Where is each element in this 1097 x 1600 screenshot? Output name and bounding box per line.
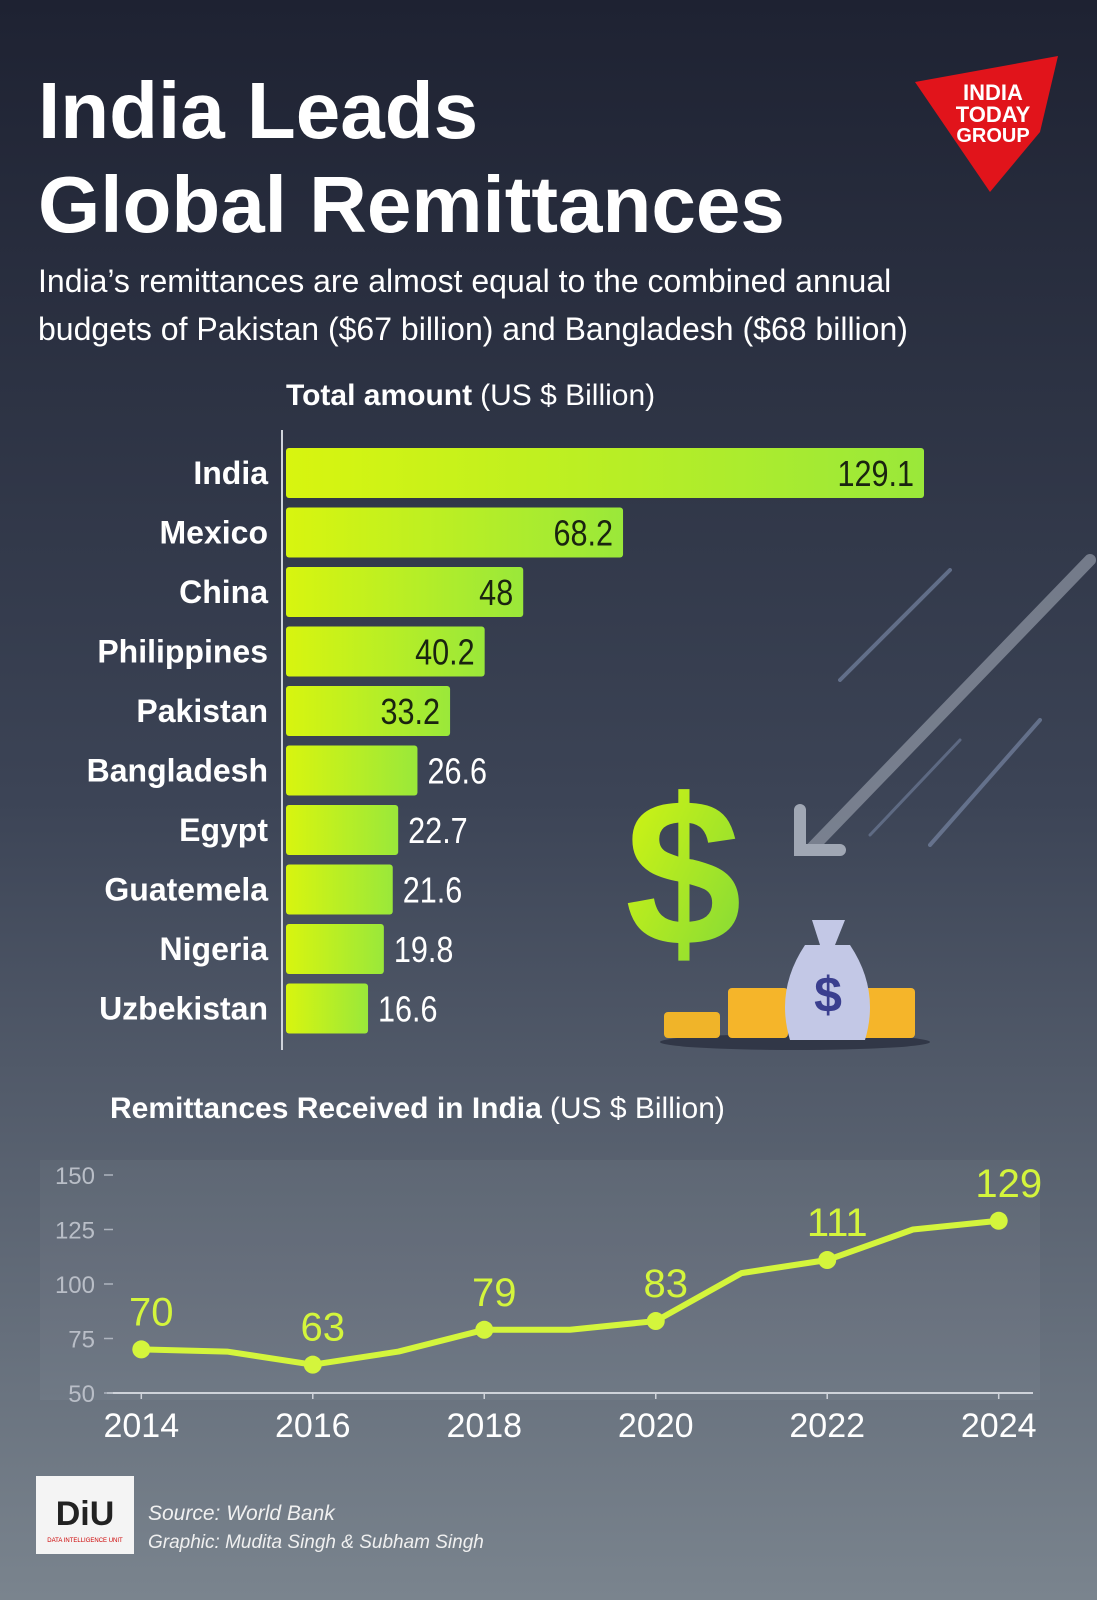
arrow-head: [794, 804, 846, 856]
data-label: 70: [129, 1290, 174, 1334]
data-label: 83: [643, 1262, 688, 1306]
illustration: $ $: [625, 554, 1096, 1050]
bar: [286, 864, 393, 915]
value-label: 68.2: [554, 514, 614, 554]
value-label: 19.8: [394, 931, 454, 971]
subtitle: budgets of Pakistan ($67 billion) and Ba…: [38, 311, 908, 347]
bar: [286, 626, 485, 677]
bar: [286, 805, 399, 855]
y-tick-label: 50: [68, 1381, 95, 1408]
badge-text: DiU: [56, 1495, 115, 1533]
value-label: 129.1: [837, 455, 914, 495]
data-label: 129: [975, 1162, 1042, 1206]
chart-title-main: Total amount: [286, 379, 472, 412]
data-label: 79: [472, 1271, 517, 1315]
category-label: Philippines: [97, 634, 268, 670]
x-tick-label: 2020: [618, 1407, 694, 1445]
bar: [286, 686, 451, 736]
point: [646, 1312, 665, 1331]
y-tick-label: 100: [55, 1272, 95, 1299]
chart-title-main: Remittances Received in India: [110, 1092, 542, 1125]
bar: [286, 448, 924, 498]
bar: [286, 567, 524, 617]
value-label: 16.6: [378, 990, 438, 1030]
point: [132, 1340, 151, 1359]
badge-caption: DATA INTELLIGENCE UNIT: [47, 1538, 123, 1544]
credit: Graphic: Mudita Singh & Subham Singh: [148, 1532, 484, 1553]
bar: [286, 507, 624, 558]
money-bag-neck: [812, 920, 845, 945]
money-bag: [785, 945, 870, 1040]
subtitle: India’s remittances are almost equal to …: [38, 263, 891, 299]
title: Global Remittances: [38, 160, 785, 249]
source: Source: World Bank: [148, 1502, 336, 1525]
category-label: Bangladesh: [87, 753, 268, 789]
value-label: 22.7: [408, 812, 468, 852]
value-label: 33.2: [381, 693, 441, 733]
y-tick-label: 150: [55, 1163, 95, 1190]
arrow: [804, 554, 1096, 856]
x-tick-label: 2014: [103, 1407, 179, 1445]
bar: [286, 983, 369, 1034]
arrow: [838, 568, 952, 682]
point: [303, 1355, 322, 1374]
badge: [36, 1476, 134, 1554]
footer: DiU DATA INTELLIGENCE UNIT Source: World…: [36, 1476, 484, 1554]
dollar-icon: $: [625, 755, 742, 990]
logo-shape: [915, 56, 1058, 192]
category-label: Guatemela: [104, 872, 268, 908]
plot-backdrop: [40, 1160, 1040, 1400]
bag-symbol: $: [814, 967, 842, 1023]
chart-title-unit: (US $ Billion): [480, 379, 655, 412]
value-label: 48: [479, 574, 513, 614]
category-label: Pakistan: [136, 693, 268, 729]
point: [818, 1251, 837, 1270]
chart-title: Total amount (US $ Billion): [286, 379, 655, 412]
chart-title: Remittances Received in India (US $ Billi…: [110, 1092, 725, 1125]
category-label: Mexico: [160, 515, 268, 551]
data-label: 111: [807, 1201, 868, 1245]
x-tick-label: 2024: [961, 1407, 1037, 1445]
chart-title-unit: (US $ Billion): [550, 1092, 725, 1125]
category-label: China: [179, 574, 268, 610]
category-label: India: [193, 455, 268, 491]
y-tick-label: 125: [55, 1218, 95, 1245]
value-label: 26.6: [427, 752, 487, 792]
coins: [728, 988, 788, 1038]
logo: INDIA TODAY GROUP: [915, 56, 1058, 192]
coins: [664, 1012, 720, 1038]
point: [475, 1320, 494, 1339]
arrow: [868, 738, 962, 837]
category-label: Egypt: [179, 812, 268, 848]
arrow: [928, 718, 1042, 847]
point: [989, 1211, 1008, 1230]
title: India Leads: [38, 66, 478, 155]
logo-text: TODAY: [956, 102, 1031, 127]
coins: [855, 988, 915, 1038]
x-tick-label: 2018: [446, 1407, 522, 1445]
bar: [286, 924, 384, 974]
x-tick-label: 2022: [789, 1407, 865, 1445]
value-label: 21.6: [403, 871, 463, 911]
category-label: Nigeria: [160, 931, 269, 967]
y-tick-label: 75: [68, 1327, 95, 1354]
x-tick-label: 2016: [275, 1407, 351, 1445]
logo-text: INDIA: [963, 80, 1023, 105]
value-label: 40.2: [415, 633, 475, 673]
data-label: 63: [301, 1306, 346, 1350]
category-label: Uzbekistan: [99, 991, 268, 1027]
line: [141, 1217, 1000, 1368]
logo-text: GROUP: [956, 125, 1029, 147]
bar: [286, 745, 418, 796]
